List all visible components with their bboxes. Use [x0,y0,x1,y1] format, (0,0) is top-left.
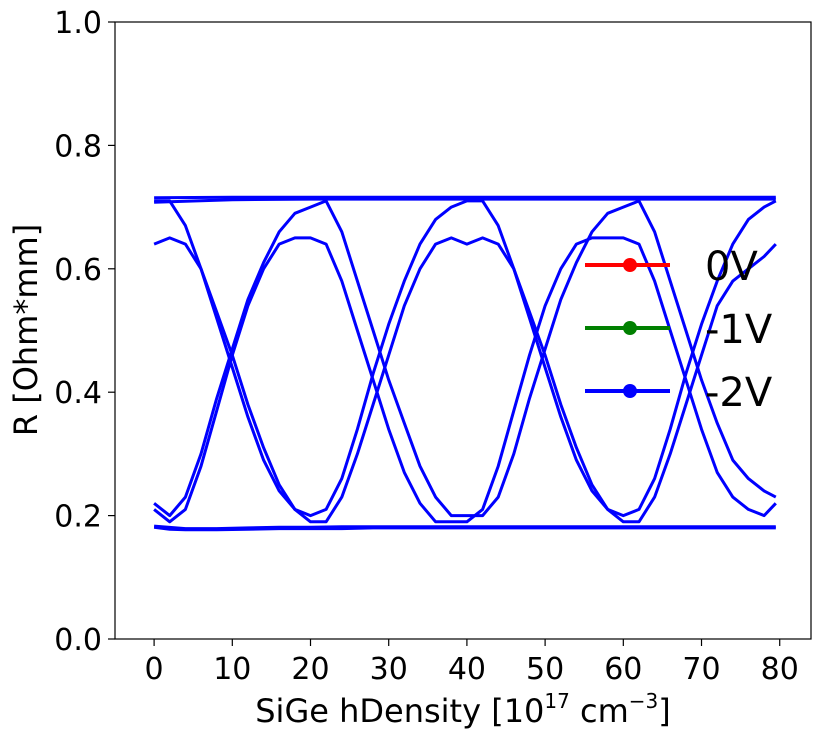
legend-label-0v: 0V [705,244,758,290]
series-line-4 [154,195,776,200]
x-axis-label-suffix: ] [658,692,670,730]
series-line-2 [153,236,777,524]
x-tick-label: 30 [370,652,408,687]
x-tick-label: 10 [213,652,251,687]
y-tick-label: 0.6 [54,253,102,288]
series-layer [153,195,777,532]
y-ticks: 0.0 0.2 0.4 0.6 0.8 1.0 [54,6,115,658]
x-tick-label: 60 [604,652,642,687]
legend-marker-minus2v [623,384,637,398]
series-line-3 [153,199,777,518]
x-axis-label: SiGe hDensity [1017 cm−3] [255,689,671,730]
legend-label-minus2v: -2V [705,370,773,416]
x-tick-label: 0 [145,652,164,687]
x-tick-label: 70 [682,652,720,687]
x-ticks: 0 10 20 30 40 50 60 70 80 [145,639,799,687]
x-tick-label: 20 [291,652,329,687]
y-tick-label: 0.4 [54,376,102,411]
series-line-1 [154,199,777,518]
y-tick-label: 0.0 [54,623,102,658]
series-line-5 [154,197,776,204]
y-tick-label: 1.0 [54,6,102,41]
x-tick-label: 80 [761,652,799,687]
legend-marker-0v [623,258,637,272]
x-axis-label-middle: cm [570,692,629,730]
series-line-7 [153,524,776,531]
x-axis-label-exp1: 17 [544,689,569,713]
plot-frame [114,21,812,640]
y-tick-label: 0.2 [54,500,102,535]
series-line-0 [153,236,777,524]
legend-label-minus1v: -1V [705,307,773,353]
x-tick-label: 40 [448,652,486,687]
x-axis-label-prefix: SiGe hDensity [10 [255,692,544,730]
x-axis-label-exp2: −3 [629,689,658,713]
legend: 0V -1V -2V [585,244,773,416]
y-tick-label: 0.8 [54,129,102,164]
y-axis-label: R [Ohm*mm] [7,224,45,436]
legend-marker-minus1v [623,321,637,335]
x-tick-label: 50 [526,652,564,687]
